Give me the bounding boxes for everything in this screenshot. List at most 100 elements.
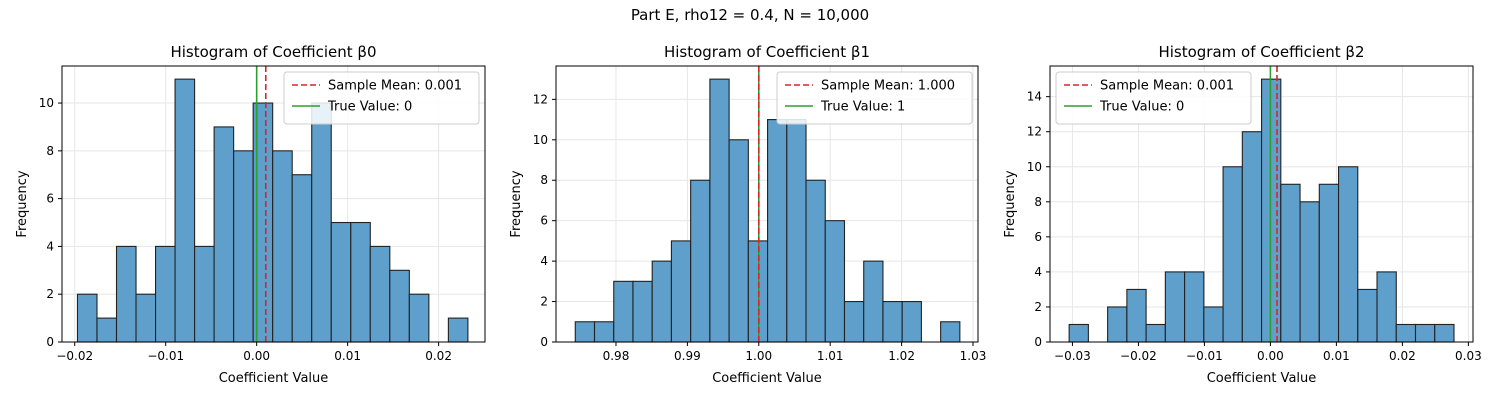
histogram-bar [1434,323,1455,343]
histogram-bar [767,119,788,343]
histogram-bar [1203,306,1224,343]
histogram-bar [330,221,352,343]
legend: Sample Mean: 1.000 True Value: 1 [776,71,973,125]
y-tick-label: 4 [1034,265,1042,279]
histogram-bar [1280,183,1301,343]
x-tick-label: 0.02 [1389,349,1416,363]
histogram-bar [728,139,749,343]
histogram-bar [1184,271,1205,343]
histogram-bar [1126,288,1147,343]
histogram-bar [1164,271,1186,343]
y-tick-label: 8 [540,173,548,187]
figure-suptitle: Part E, rho12 = 0.4, N = 10,000 [631,6,869,24]
histogram-bar [311,102,332,343]
histogram-bar [690,179,711,343]
legend-box [283,71,480,125]
x-tick-label: −0.01 [1186,349,1223,363]
legend: Sample Mean: 0.001 True Value: 0 [1055,71,1252,125]
x-tick-label: 0.01 [334,349,361,363]
histogram-bar [786,119,807,343]
x-tick-label: 1.02 [888,349,915,363]
axes-frame [1049,65,1474,343]
legend-box [776,71,973,125]
y-tick-label: 10 [533,133,548,147]
histogram-bar [1241,131,1263,343]
subplot-beta2: Histogram of Coefficient β2 Coefficient … [1003,43,1482,386]
axes-frame [555,65,979,343]
histogram-bar [272,150,293,343]
x-tick-label: −0.03 [1054,349,1091,363]
histogram-bar [350,221,371,343]
histogram-bar [291,174,313,343]
histogram-bar [747,240,769,343]
x-tick-label: 0.02 [425,349,452,363]
histogram-bar [1107,306,1128,343]
x-tick-label: −0.01 [147,349,184,363]
histogram-bar [670,240,692,343]
histogram-bar [1337,166,1359,343]
histogram-bar [863,260,884,343]
histogram-bar [1414,323,1436,343]
subplot-title: Histogram of Coefficient β0 [170,43,376,61]
x-tick-label: 1.01 [817,349,844,363]
histogram-bar [1357,288,1378,343]
y-tick-label: 12 [533,92,548,106]
y-tick-label: 4 [540,254,548,268]
x-tick-label: 1.00 [745,349,772,363]
x-tick-label: 0.01 [1323,349,1350,363]
histogram-bar [1145,323,1166,343]
histogram-bar [389,269,410,343]
histogram-bar [155,245,176,343]
legend-label-mean: Sample Mean: 1.000 [821,79,955,94]
histogram-bar [882,301,903,343]
histogram-bar [824,220,846,343]
histogram-bar [1299,201,1320,343]
legend-box [1055,71,1252,125]
legend-label-mean: Sample Mean: 0.001 [328,79,462,94]
histogram-bar [1068,323,1089,343]
histogram-bar [901,301,922,343]
axes-frame [61,65,486,343]
histogram-bar [447,317,469,343]
x-axis-label: Coefficient Value [1207,371,1317,386]
histogram-bar [651,260,672,343]
x-axis-label: Coefficient Value [712,371,822,386]
histogram-bar [843,301,865,343]
x-tick-label: 1.03 [960,349,987,363]
x-tick-label: −0.02 [56,349,93,363]
histogram-bar [135,293,157,343]
legend-label-mean: Sample Mean: 0.001 [1100,79,1234,94]
histogram-bar [1318,183,1340,343]
histogram-bar [613,280,634,343]
histogram-bar [805,179,826,343]
histogram-bar [1395,323,1417,343]
histogram-bar [233,150,254,343]
histogram-bar [194,245,215,343]
y-tick-label: 6 [540,214,548,228]
y-axis-label: Frequency [509,170,524,237]
y-tick-label: 10 [1027,160,1042,174]
x-axis-label: Coefficient Value [219,371,329,386]
y-tick-label: 2 [540,295,548,309]
y-tick-label: 12 [1027,125,1042,139]
y-tick-label: 6 [46,192,54,206]
subplot-title: Histogram of Coefficient β1 [664,43,870,61]
x-tick-label: −0.02 [1120,349,1157,363]
histogram-bar [96,317,118,343]
x-tick-label: 0.00 [1257,349,1284,363]
subplot-beta0: Histogram of Coefficient β0 Coefficient … [15,43,486,386]
y-tick-label: 0 [46,335,54,349]
y-tick-label: 6 [1034,230,1042,244]
x-tick-label: 0.99 [674,349,701,363]
y-tick-label: 0 [540,335,548,349]
subplot-beta1: Histogram of Coefficient β1 Coefficient … [509,43,986,386]
x-tick-label: 0.98 [603,349,630,363]
x-tick-label: 0.03 [1455,349,1482,363]
y-axis-label: Frequency [1003,170,1018,237]
y-tick-label: 2 [46,287,54,301]
y-tick-label: 8 [46,144,54,158]
y-tick-label: 14 [1027,90,1042,104]
legend-label-true: True Value: 0 [1099,100,1184,115]
histogram-bar [174,78,196,343]
y-tick-label: 10 [39,96,54,110]
